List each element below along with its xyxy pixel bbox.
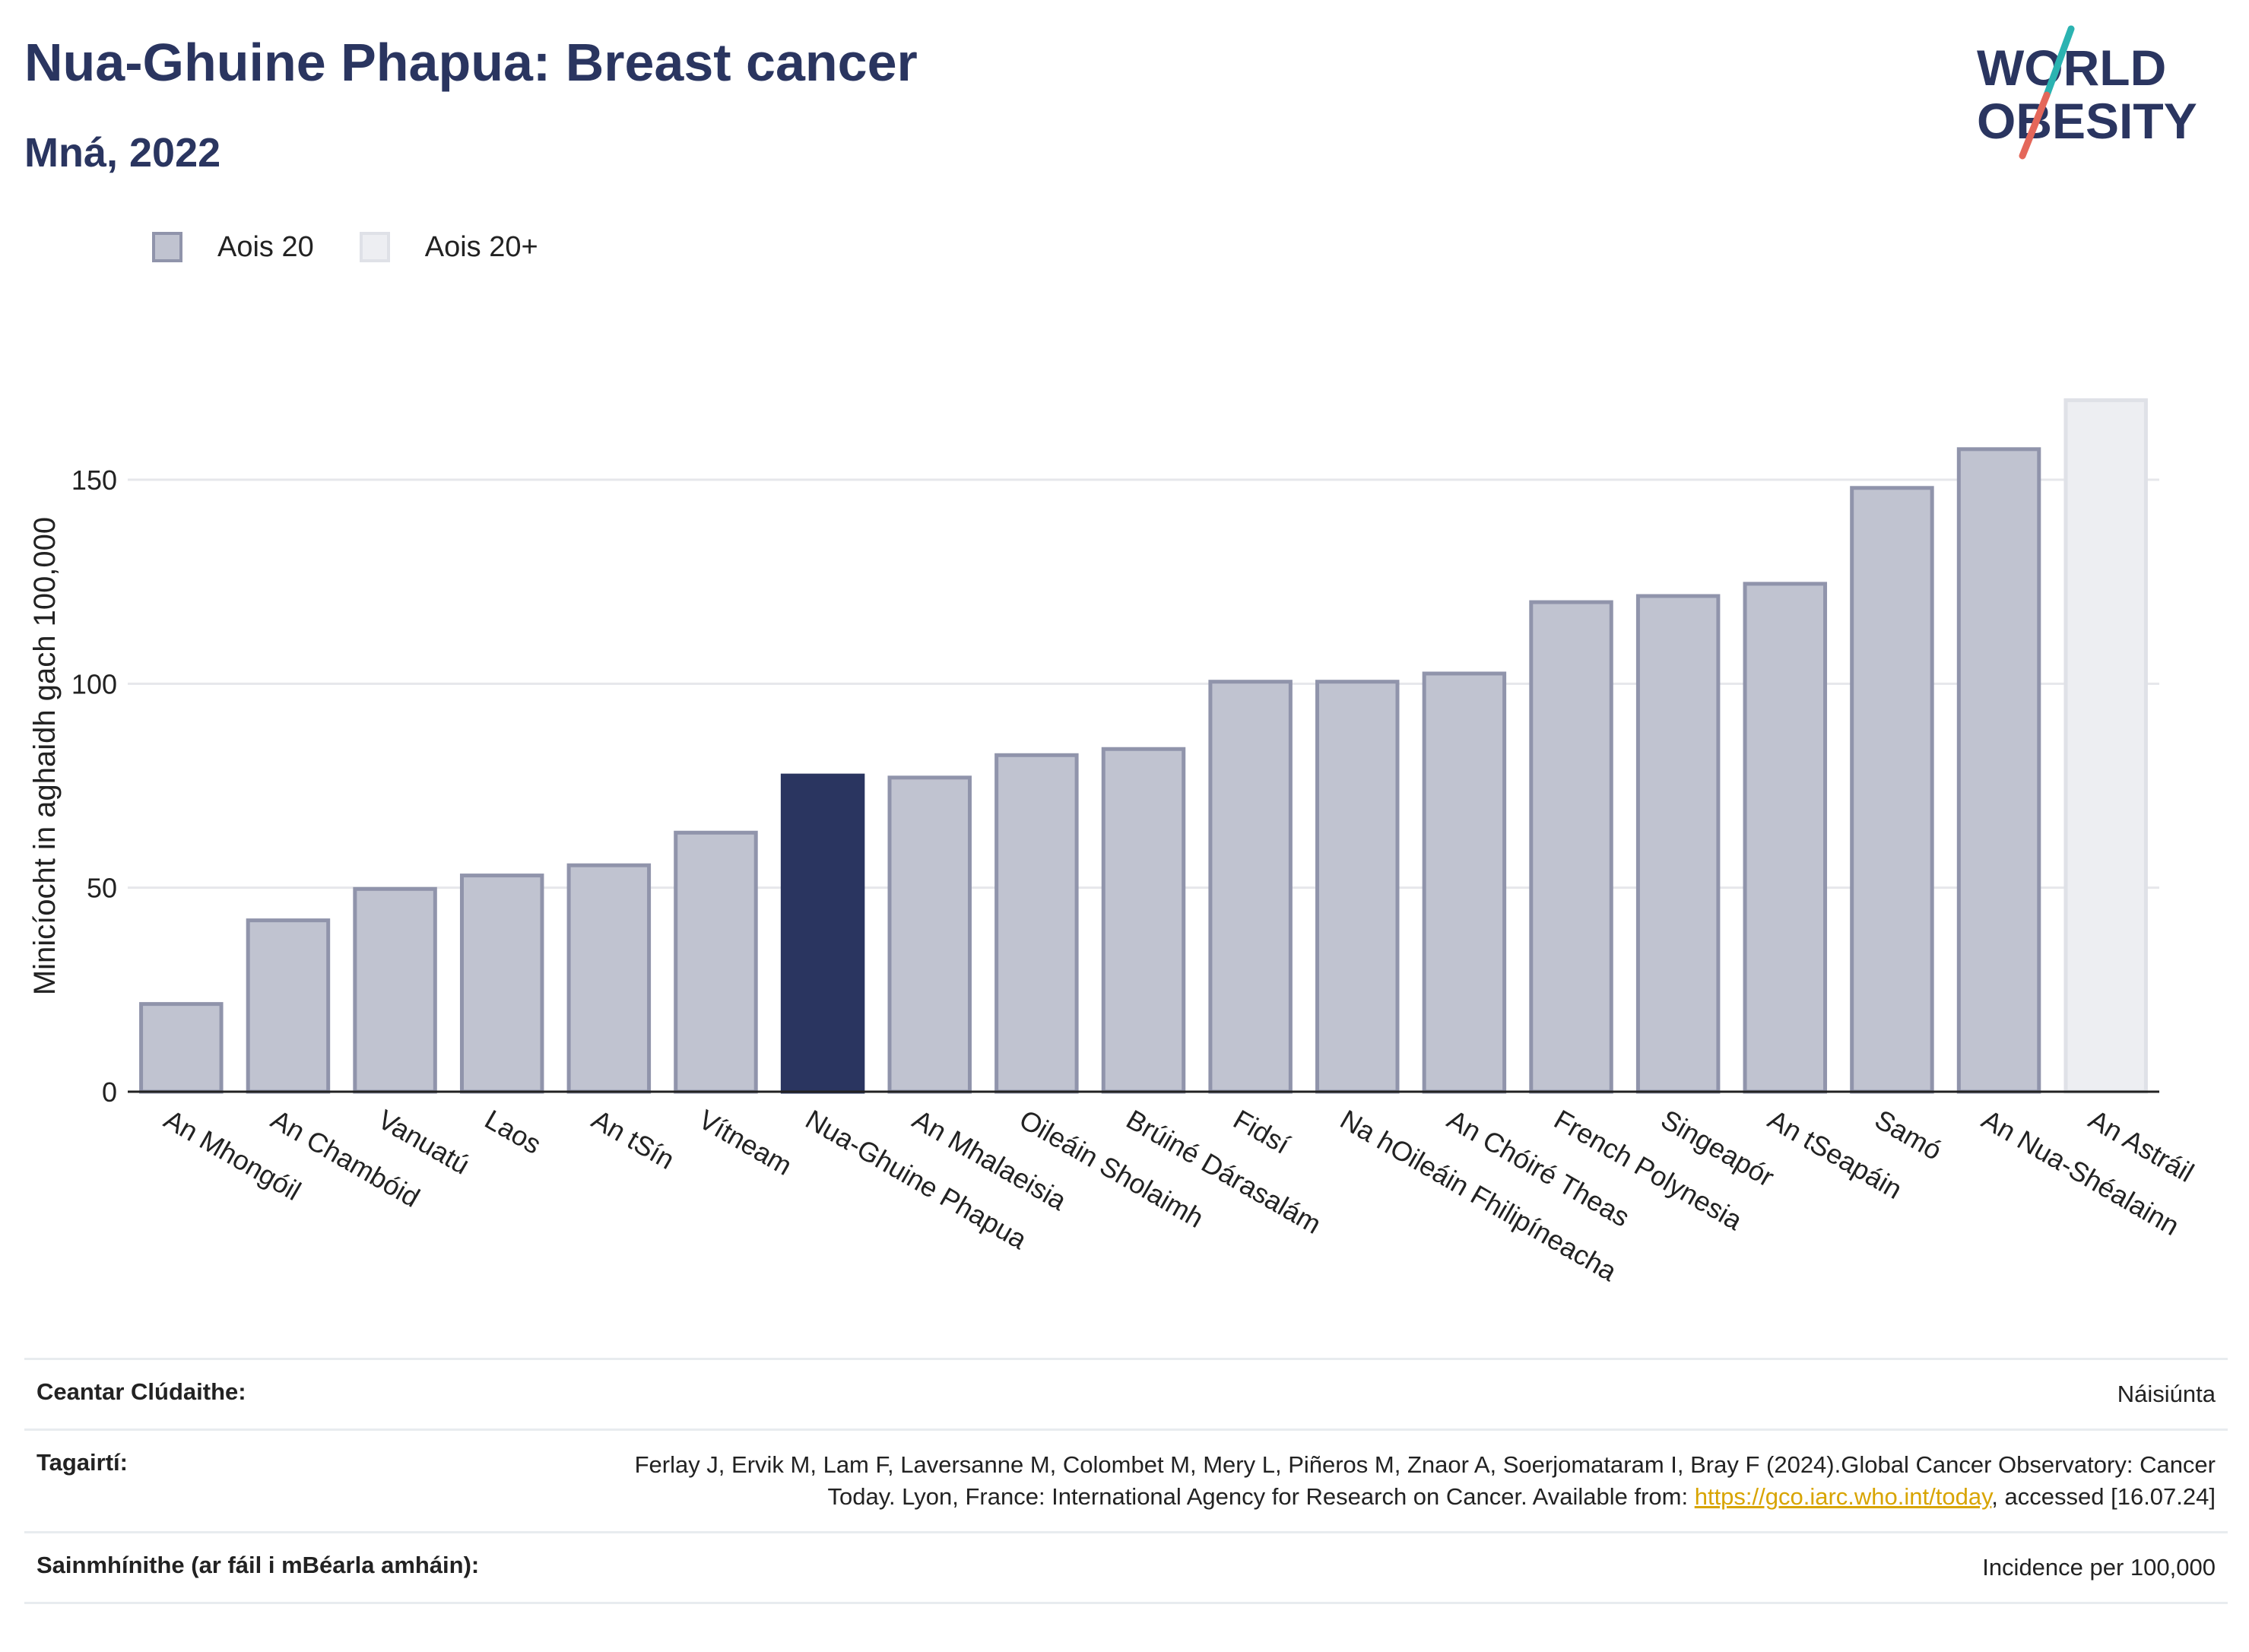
bar[interactable] <box>459 874 544 1094</box>
y-axis-ticks: 0 50 100 150 <box>71 465 117 1108</box>
x-tick-label: Vítneam <box>693 1103 798 1181</box>
logo-line1: WORLD <box>1977 40 2166 96</box>
x-tick-label: Laos <box>480 1103 547 1160</box>
y-axis-label: Minicíocht in aghaidh gach 100,000 <box>28 517 62 995</box>
bar[interactable] <box>353 886 437 1094</box>
legend-swatch-aois-20 <box>152 232 182 262</box>
legend-item-aois-20-plus[interactable]: Aois 20+ <box>359 230 538 264</box>
definitions-label: Sainmhínithe (ar fáil i mBéarla amháin): <box>36 1552 480 1578</box>
logo-line2: OBESITY <box>1977 93 2197 149</box>
logo-slash-teal <box>2043 25 2075 99</box>
bar[interactable] <box>1850 486 1934 1094</box>
bar[interactable] <box>1635 594 1721 1094</box>
legend-label-aois-20: Aois 20 <box>217 230 314 263</box>
x-tick-label: An Nua-Shéalainn <box>1977 1103 2185 1241</box>
x-tick-label: An tSín <box>587 1103 680 1175</box>
bar[interactable] <box>1743 582 1828 1094</box>
coverage-label: Ceantar Clúdaithe: <box>36 1378 246 1405</box>
bar[interactable] <box>1208 680 1293 1094</box>
world-obesity-logo: WORLD OBESITY <box>1977 25 2197 160</box>
references-tail: , accessed [16.07.24] <box>1991 1483 2216 1510</box>
references-value: Ferlay J, Ervik M, Lam F, Laversanne M, … <box>626 1449 2216 1513</box>
bar[interactable] <box>887 775 972 1094</box>
legend-swatch-aois-20-plus <box>359 232 390 262</box>
x-tick-label: Fidsí <box>1228 1103 1295 1160</box>
legend-item-aois-20[interactable]: Aois 20 <box>152 231 314 264</box>
bar[interactable] <box>1956 447 2041 1094</box>
bar[interactable] <box>780 773 865 1094</box>
bar[interactable] <box>1422 671 1507 1094</box>
bar[interactable] <box>1101 747 1186 1094</box>
bar[interactable] <box>139 1002 224 1094</box>
bars <box>139 398 2148 1094</box>
legend: Aois 20 Aois 20+ <box>152 227 584 268</box>
footer-row-definitions: Sainmhínithe (ar fáil i mBéarla amháin):… <box>24 1531 2228 1604</box>
y-tick-label: 100 <box>71 668 117 699</box>
definitions-value: Incidence per 100,000 <box>1982 1554 2216 1581</box>
x-tick-label: Samó <box>1870 1103 1947 1166</box>
footer-row-references: Tagairtí: Ferlay J, Ervik M, Lam F, Lave… <box>24 1428 2228 1531</box>
references-link[interactable]: https://gco.iarc.who.int/today <box>1694 1483 1992 1510</box>
chart-title: Nua-Ghuine Phapua: Breast cancer <box>24 33 918 92</box>
x-tick-label: French Polynesia <box>1549 1103 1748 1236</box>
bar[interactable] <box>2063 398 2148 1094</box>
logo-slash-coral <box>2019 91 2051 160</box>
bar[interactable] <box>1529 600 1613 1094</box>
bar[interactable] <box>674 830 758 1094</box>
bar[interactable] <box>994 753 1079 1094</box>
y-tick-label: 150 <box>71 465 117 496</box>
bar[interactable] <box>246 918 331 1094</box>
footer-row-coverage: Ceantar Clúdaithe: Náisiúnta <box>24 1358 2228 1428</box>
references-text: Ferlay J, Ervik M, Lam F, Laversanne M, … <box>634 1451 2216 1510</box>
legend-label-aois-20-plus: Aois 20+ <box>424 230 538 263</box>
y-tick-label: 0 <box>102 1076 117 1108</box>
coverage-value: Náisiúnta <box>2117 1381 2216 1407</box>
y-tick-label: 50 <box>87 873 117 904</box>
bar[interactable] <box>1315 680 1400 1094</box>
x-tick-label: Brúiné Dárasalám <box>1121 1103 1327 1240</box>
references-label: Tagairtí: <box>36 1449 128 1476</box>
footer-table: Ceantar Clúdaithe: Náisiúnta Tagairtí: F… <box>24 1358 2228 1604</box>
chart-subtitle: Mná, 2022 <box>24 130 221 176</box>
bar[interactable] <box>566 863 652 1094</box>
x-tick-label: Oileáin Sholaimh <box>1014 1103 1209 1234</box>
